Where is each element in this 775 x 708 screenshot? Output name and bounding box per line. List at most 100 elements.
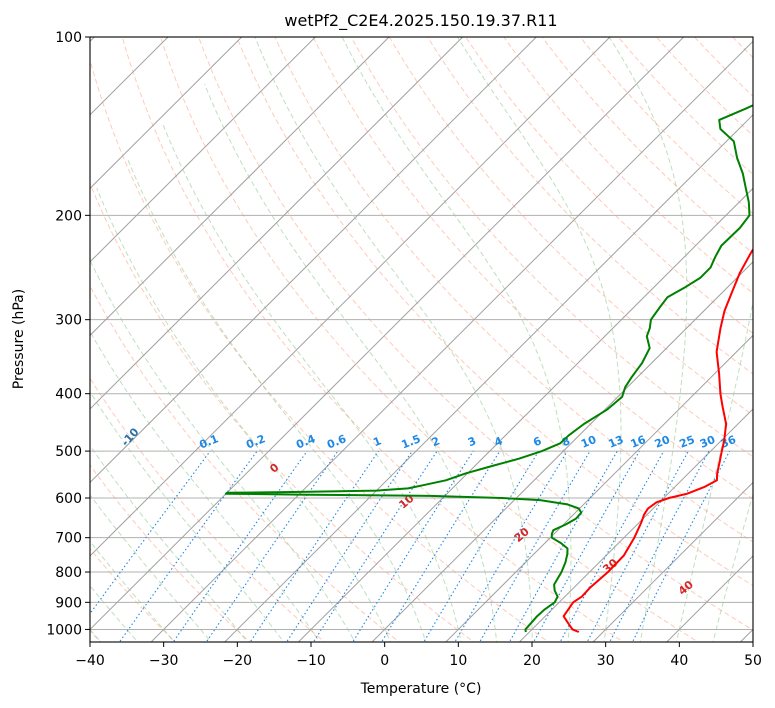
mixing-ratio-label: 30: [698, 433, 717, 451]
y-tick-label: 400: [55, 387, 82, 403]
dry-adiabat-line: [90, 284, 401, 642]
mixing-ratio-line: [586, 450, 689, 642]
isotherm-line: [90, 37, 611, 557]
x-tick-label: 20: [523, 653, 541, 669]
dry-adiabat-line: [426, 37, 753, 375]
x-tick-label: 40: [670, 653, 688, 669]
dry-adiabat-line: [350, 37, 753, 458]
moist-adiabat-line: [254, 37, 533, 642]
moist-adiabat-line: [90, 444, 249, 642]
mixing-ratio-line: [205, 450, 339, 642]
isotherm-line: [297, 187, 753, 642]
dry-adiabat-line: [579, 37, 753, 215]
mixing-ratio-line: [559, 450, 665, 642]
dry-adiabat-line: [236, 37, 753, 587]
dry-adiabat-line: [541, 37, 753, 254]
moist-adiabat-line: [90, 494, 212, 642]
moist-adiabat-line: [204, 83, 498, 642]
dry-adiabat-line: [90, 182, 475, 642]
x-tick-label: −10: [296, 653, 326, 669]
isotherm-line: [592, 481, 753, 642]
isotherm-line: [739, 628, 753, 642]
mixing-ratio-line: [423, 450, 540, 642]
x-tick-label: 0: [380, 653, 389, 669]
moist-adiabat-line: [162, 123, 462, 642]
mixing-ratio-label: 3: [466, 434, 478, 449]
dry-adiabat-line: [312, 37, 753, 500]
mixing-ratio-line: [312, 450, 438, 642]
moist-adiabat-line: [126, 157, 427, 642]
y-tick-label: 200: [55, 208, 82, 224]
mixing-ratio-line: [479, 450, 591, 642]
mixing-ratio-label: 0.1: [197, 432, 220, 451]
mixing-ratio-line: [118, 450, 258, 642]
y-tick-label: 800: [55, 565, 82, 581]
moist-adiabat-line: [90, 585, 139, 642]
dry-adiabat-line: [503, 37, 753, 294]
profile-series-layer: [225, 104, 753, 633]
mixing-ratio-line: [286, 450, 413, 642]
x-axis-ticks: −40 −30 −20 −10 0 10 20 30 40 50: [75, 642, 762, 669]
mixing-ratio-line: [631, 450, 731, 642]
dry-adiabat-line: [90, 377, 326, 642]
moist-adiabat-line: [90, 628, 102, 642]
mixing-ratio-line: [352, 450, 474, 642]
mixing-ratio-label: 8: [560, 434, 572, 449]
moist-adiabat-line: [96, 188, 392, 642]
moist-adiabat-label: 20: [512, 525, 532, 545]
y-tick-label: 700: [55, 531, 82, 547]
mixing-ratio-label: 10: [579, 433, 598, 451]
moist-adiabat-line: [90, 540, 176, 642]
moist-adiabat-line: [675, 299, 753, 642]
dry-adiabat-label: -20: [32, 383, 55, 407]
moist-adiabat-label: 0: [267, 461, 281, 476]
isotherm-line: [90, 37, 538, 484]
x-axis-label: Temperature (°C): [360, 681, 482, 697]
plot-frame: [89, 36, 754, 643]
moist-adiabat-line: [90, 259, 356, 642]
y-axis-ticks: 1000 900 800 700 600 500 400 300 200 100: [46, 30, 90, 638]
isotherm-line: [90, 37, 464, 410]
isotherm-line: [150, 40, 753, 642]
mixing-ratio-label: 13: [606, 433, 625, 451]
adiabat-labels-layer: 0.10.20.40.611.52346810131620253036-100-…: [32, 383, 739, 598]
x-tick-label: −30: [149, 653, 179, 669]
dewpoint-profile-line: [225, 104, 753, 633]
y-tick-label: 300: [55, 313, 82, 329]
moist-adiabat-line: [90, 330, 321, 642]
dry-adiabat-label: -10: [119, 425, 142, 449]
x-tick-label: −40: [75, 653, 105, 669]
x-tick-label: 50: [744, 653, 762, 669]
dry-adiabat-line: [90, 464, 251, 642]
y-tick-label: 1000: [46, 622, 82, 638]
x-tick-label: −20: [223, 653, 253, 669]
moist-adiabats-layer: [90, 37, 753, 642]
y-tick-label: 900: [55, 595, 82, 611]
temperature-profile-line: [562, 247, 753, 633]
isotherm-line: [90, 37, 317, 263]
mixing-ratio-line: [249, 450, 379, 642]
isotherm-line: [224, 114, 753, 642]
dry-adiabat-line: [693, 37, 753, 98]
mixing-ratio-label: 2: [430, 434, 442, 449]
mixing-ratio-label: 0.4: [294, 432, 317, 451]
dry-adiabat-line: [274, 37, 753, 543]
dry-adiabat-line: [758, 24, 775, 645]
isotherm-line: [371, 261, 753, 642]
y-tick-label: 600: [55, 491, 82, 507]
dry-adiabat-line: [388, 37, 753, 416]
mixing-ratio-label: 25: [678, 433, 697, 451]
mixing-ratio-line: [172, 450, 308, 642]
dry-adiabat-line: [159, 37, 699, 642]
moist-adiabat-label: 10: [396, 492, 416, 512]
mixing-ratio-label: 20: [653, 433, 672, 451]
moist-adiabat-line: [456, 37, 622, 642]
moist-adiabat-label: 40: [676, 578, 696, 598]
mixing-ratio-label: 6: [531, 434, 543, 449]
x-tick-label: 30: [597, 653, 615, 669]
pressure-gridlines-layer: [90, 37, 753, 630]
moist-adiabat-line: [90, 390, 285, 642]
dry-adiabat-line: [655, 37, 753, 137]
y-axis-label: Pressure (hPa): [11, 289, 27, 389]
